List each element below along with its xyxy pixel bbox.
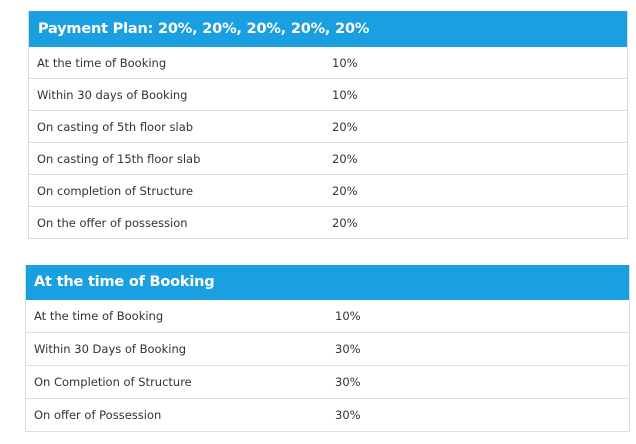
- stage-label: On offer of Possession: [34, 408, 162, 422]
- payment-plan-table-1: Payment Plan: 20%, 20%, 20%, 20%, 20% At…: [28, 11, 628, 239]
- table-row: At the time of Booking 10%: [26, 300, 629, 333]
- stage-percent: 20%: [332, 183, 358, 198]
- stage-percent: 30%: [335, 342, 361, 356]
- table-row: On offer of Possession 30%: [26, 399, 629, 432]
- table-row: On the offer of possession 20%: [29, 207, 627, 239]
- table-row: At the time of Booking 10%: [29, 47, 627, 79]
- stage-label: On completion of Structure: [37, 183, 194, 198]
- stage-percent: 20%: [332, 119, 358, 134]
- payment-plan-title: At the time of Booking: [26, 265, 629, 300]
- stage-label: On casting of 5th floor slab: [37, 119, 194, 134]
- stage-percent: 10%: [332, 55, 358, 70]
- stage-label: Within 30 days of Booking: [37, 87, 188, 102]
- table-row: On casting of 15th floor slab 20%: [29, 143, 627, 175]
- table-row: Within 30 days of Booking 10%: [29, 79, 627, 111]
- stage-label: On the offer of possession: [37, 215, 188, 230]
- stage-label: On Completion of Structure: [34, 375, 192, 389]
- stage-percent: 30%: [335, 408, 361, 422]
- stage-percent: 20%: [332, 215, 358, 230]
- stage-percent: 10%: [332, 87, 358, 102]
- table-row: On casting of 5th floor slab 20%: [29, 111, 627, 143]
- stage-label: At the time of Booking: [37, 55, 167, 70]
- stage-label: On casting of 15th floor slab: [37, 151, 201, 166]
- table-row: Within 30 Days of Booking 30%: [26, 333, 629, 366]
- payment-plan-title: Payment Plan: 20%, 20%, 20%, 20%, 20%: [29, 11, 627, 47]
- stage-label: Within 30 Days of Booking: [34, 342, 187, 356]
- stage-label: At the time of Booking: [34, 309, 164, 323]
- stage-percent: 30%: [335, 375, 361, 389]
- stage-percent: 10%: [335, 309, 361, 323]
- table-row: On Completion of Structure 30%: [26, 366, 629, 399]
- stage-percent: 20%: [332, 151, 358, 166]
- table-row: On completion of Structure 20%: [29, 175, 627, 207]
- payment-plan-table-2: At the time of Booking At the time of Bo…: [25, 265, 630, 432]
